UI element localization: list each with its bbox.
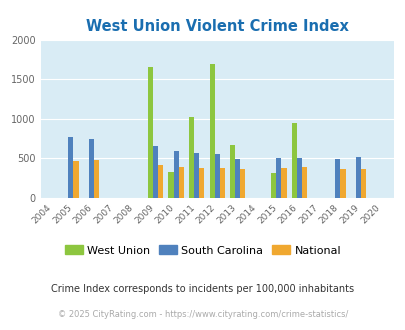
Bar bbox=[291, 123, 296, 198]
Title: West Union Violent Crime Index: West Union Violent Crime Index bbox=[85, 19, 348, 34]
Bar bbox=[89, 139, 94, 198]
Bar bbox=[339, 169, 345, 198]
Bar bbox=[94, 160, 99, 198]
Bar bbox=[271, 174, 275, 198]
Bar bbox=[173, 151, 178, 198]
Bar bbox=[147, 67, 153, 198]
Bar bbox=[355, 157, 360, 198]
Text: © 2025 CityRating.com - https://www.cityrating.com/crime-statistics/: © 2025 CityRating.com - https://www.city… bbox=[58, 311, 347, 319]
Bar bbox=[209, 64, 214, 198]
Bar bbox=[296, 158, 301, 198]
Bar bbox=[335, 159, 339, 198]
Bar bbox=[301, 167, 306, 198]
Text: Crime Index corresponds to incidents per 100,000 inhabitants: Crime Index corresponds to incidents per… bbox=[51, 284, 354, 294]
Bar bbox=[219, 168, 224, 198]
Bar bbox=[194, 153, 199, 198]
Bar bbox=[153, 146, 158, 198]
Bar bbox=[240, 169, 245, 198]
Legend: West Union, South Carolina, National: West Union, South Carolina, National bbox=[60, 241, 345, 260]
Bar bbox=[360, 169, 365, 198]
Bar bbox=[230, 145, 234, 198]
Bar bbox=[158, 165, 163, 198]
Bar bbox=[281, 168, 286, 198]
Bar bbox=[234, 159, 240, 198]
Bar bbox=[188, 117, 194, 198]
Bar bbox=[214, 154, 219, 198]
Bar bbox=[68, 137, 73, 198]
Bar bbox=[73, 161, 79, 198]
Bar bbox=[275, 158, 281, 198]
Bar bbox=[199, 168, 204, 198]
Bar bbox=[168, 172, 173, 198]
Bar bbox=[178, 167, 183, 198]
